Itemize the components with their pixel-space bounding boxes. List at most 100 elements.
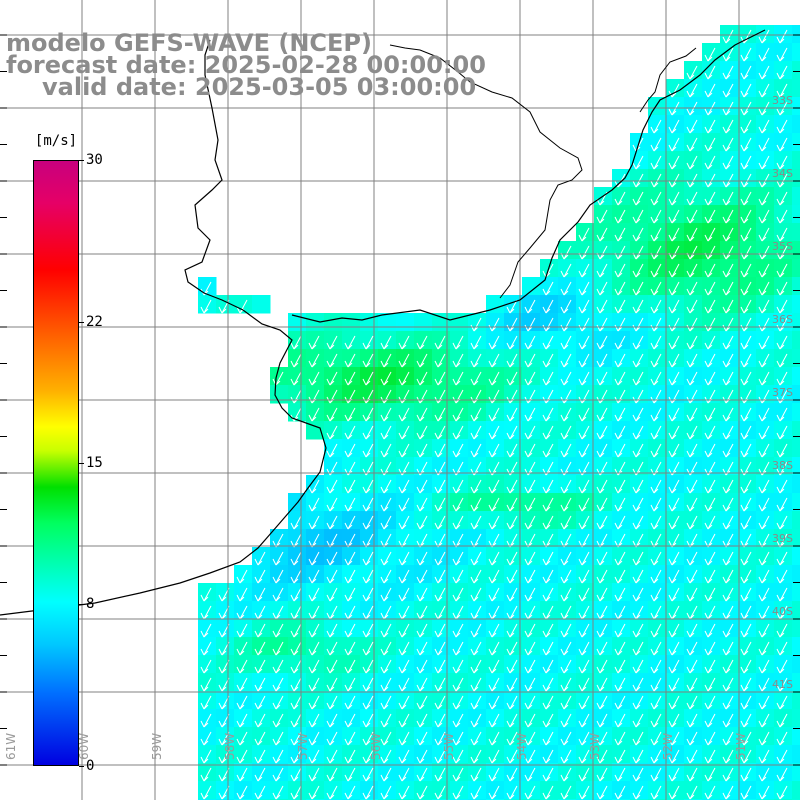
wind-speed-cell: [306, 781, 325, 800]
wind-speed-cell: [432, 763, 451, 782]
lat-label: 39S: [772, 532, 793, 545]
wind-arrow: [326, 353, 338, 368]
wind-arrow: [524, 353, 536, 368]
wind-speed-cell: [468, 439, 487, 458]
wind-arrow: [632, 623, 644, 638]
wind-speed-cell: [738, 187, 757, 206]
wind-speed-cell: [342, 673, 361, 692]
wind-speed-cell: [378, 781, 397, 800]
wind-speed-cell: [432, 511, 451, 530]
wind-arrow: [470, 623, 482, 638]
wind-speed-cell: [504, 547, 523, 566]
wind-speed-cell: [648, 601, 667, 620]
wind-arrow: [758, 443, 770, 458]
wind-arrow: [506, 353, 518, 368]
wind-arrow: [308, 569, 320, 584]
wind-arrow: [254, 551, 266, 566]
wind-speed-cell: [666, 295, 685, 314]
wind-arrow: [722, 335, 734, 350]
wind-arrow: [452, 659, 464, 674]
wind-arrow: [614, 695, 626, 710]
wind-speed-cell: [540, 367, 559, 386]
wind-speed-cell: [450, 331, 469, 350]
wind-arrow: [290, 605, 302, 620]
wind-speed-cell: [468, 367, 487, 386]
wind-speed-cell: [396, 493, 415, 512]
wind-speed-cell: [702, 79, 721, 98]
wind-arrow: [290, 659, 302, 674]
wind-arrow: [776, 407, 788, 422]
wind-speed-cell: [612, 637, 631, 656]
wind-arrow: [398, 695, 410, 710]
wind-arrow: [596, 569, 608, 584]
wind-speed-cell: [342, 691, 361, 710]
wind-speed-cell: [450, 385, 469, 404]
wind-speed-cell: [684, 655, 703, 674]
wind-speed-cell: [486, 403, 505, 422]
wind-speed-cell: [774, 547, 793, 566]
wind-arrow: [668, 263, 680, 278]
wind-arrow: [488, 569, 500, 584]
wind-speed-cell: [702, 61, 721, 80]
wind-arrow: [308, 749, 320, 764]
wind-arrow: [704, 335, 716, 350]
wind-speed-cell: [774, 25, 793, 44]
wind-arrow: [236, 587, 248, 602]
wind-arrow: [434, 749, 446, 764]
wind-speed-cell: [324, 745, 343, 764]
wind-arrow: [758, 569, 770, 584]
wind-speed-cell: [522, 367, 541, 386]
wind-speed-cell: [504, 781, 523, 800]
wind-speed-cell: [612, 349, 631, 368]
wind-speed-cell: [702, 475, 721, 494]
wind-arrow: [722, 515, 734, 530]
wind-speed-cell: [252, 745, 271, 764]
wind-arrow: [686, 731, 698, 746]
wind-arrow: [722, 371, 734, 386]
wind-speed-cell: [576, 259, 595, 278]
wind-speed-cell: [414, 511, 433, 530]
wind-speed-cell: [630, 619, 649, 638]
wind-speed-cell: [432, 709, 451, 728]
wind-speed-cell: [324, 385, 343, 404]
wind-arrow: [380, 731, 392, 746]
wind-speed-cell: [486, 313, 505, 332]
wind-speed-cell: [774, 61, 793, 80]
wind-speed-cell: [774, 637, 793, 656]
wind-speed-cell: [522, 619, 541, 638]
wind-speed-cell: [504, 619, 523, 638]
wind-speed-cell: [360, 601, 379, 620]
wind-speed-cell: [666, 619, 685, 638]
wind-speed-cell: [684, 241, 703, 260]
wind-speed-cell: [558, 637, 577, 656]
wind-speed-cell: [756, 637, 775, 656]
wind-speed-cell: [522, 763, 541, 782]
wind-arrow: [722, 785, 734, 800]
wind-speed-cell: [558, 277, 577, 296]
wind-arrow: [704, 731, 716, 746]
wind-speed-cell: [720, 619, 739, 638]
wind-speed-cell: [396, 781, 415, 800]
wind-speed-cell: [288, 673, 307, 692]
wind-arrow: [614, 749, 626, 764]
wind-speed-cell: [486, 493, 505, 512]
wind-speed-cell: [792, 115, 800, 134]
wind-speed-cell: [666, 511, 685, 530]
wind-speed-cell: [684, 475, 703, 494]
wind-arrow: [470, 425, 482, 440]
wind-arrow: [542, 587, 554, 602]
wind-speed-cell: [594, 367, 613, 386]
wind-speed-cell: [522, 781, 541, 800]
wind-speed-cell: [486, 781, 505, 800]
wind-speed-cell: [684, 457, 703, 476]
wind-arrow: [452, 497, 464, 512]
wind-arrow: [740, 695, 752, 710]
wind-speed-cell: [288, 529, 307, 548]
lat-label: 36S: [772, 313, 793, 326]
wind-speed-cell: [720, 421, 739, 440]
wind-speed-cell: [342, 331, 361, 350]
wind-speed-cell: [702, 43, 721, 62]
wind-arrow: [308, 695, 320, 710]
wind-arrow: [668, 371, 680, 386]
wind-arrow: [740, 155, 752, 170]
